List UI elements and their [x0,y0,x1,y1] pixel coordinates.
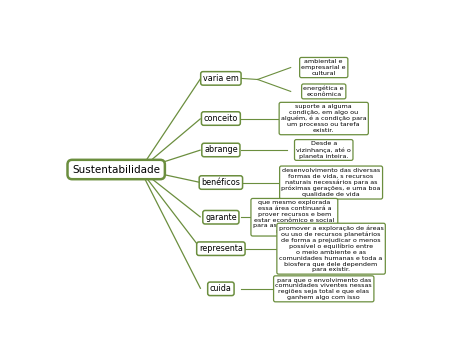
Text: Desde a
vizinhança, até o
planeta inteira.: Desde a vizinhança, até o planeta inteir… [296,141,351,159]
Text: Sustentabilidade: Sustentabilidade [72,164,160,175]
Text: cuida: cuida [210,284,232,293]
Text: conceito: conceito [204,114,238,123]
Text: suporte a alguma
condição, em algo ou
alguém, é a condição para
um processo ou t: suporte a alguma condição, em algo ou al… [281,104,366,133]
Text: varia em: varia em [203,74,239,83]
Text: para que o envolvimento das
comunidades viventes nessas
regiões seja total e que: para que o envolvimento das comunidades … [275,278,372,300]
Text: energética e
econômica: energética e econômica [303,86,344,97]
Text: promover a exploração de áreas
ou uso de recursos planetários
de forma a prejudi: promover a exploração de áreas ou uso de… [279,225,383,272]
Text: desenvolvimento das diversas
formas de vida, s recursos
naturais necessários par: desenvolvimento das diversas formas de v… [282,168,381,197]
Text: ambiental e
empresarial e
cultural: ambiental e empresarial e cultural [301,59,346,76]
Text: que mesmo explorada
essa área continuará a
prover recursos e bem
estar econômico: que mesmo explorada essa área continuará… [253,200,336,234]
Text: abrange: abrange [204,146,237,154]
Text: representa: representa [199,244,243,253]
Text: benéficos: benéficos [201,178,240,187]
Text: garante: garante [205,213,237,222]
